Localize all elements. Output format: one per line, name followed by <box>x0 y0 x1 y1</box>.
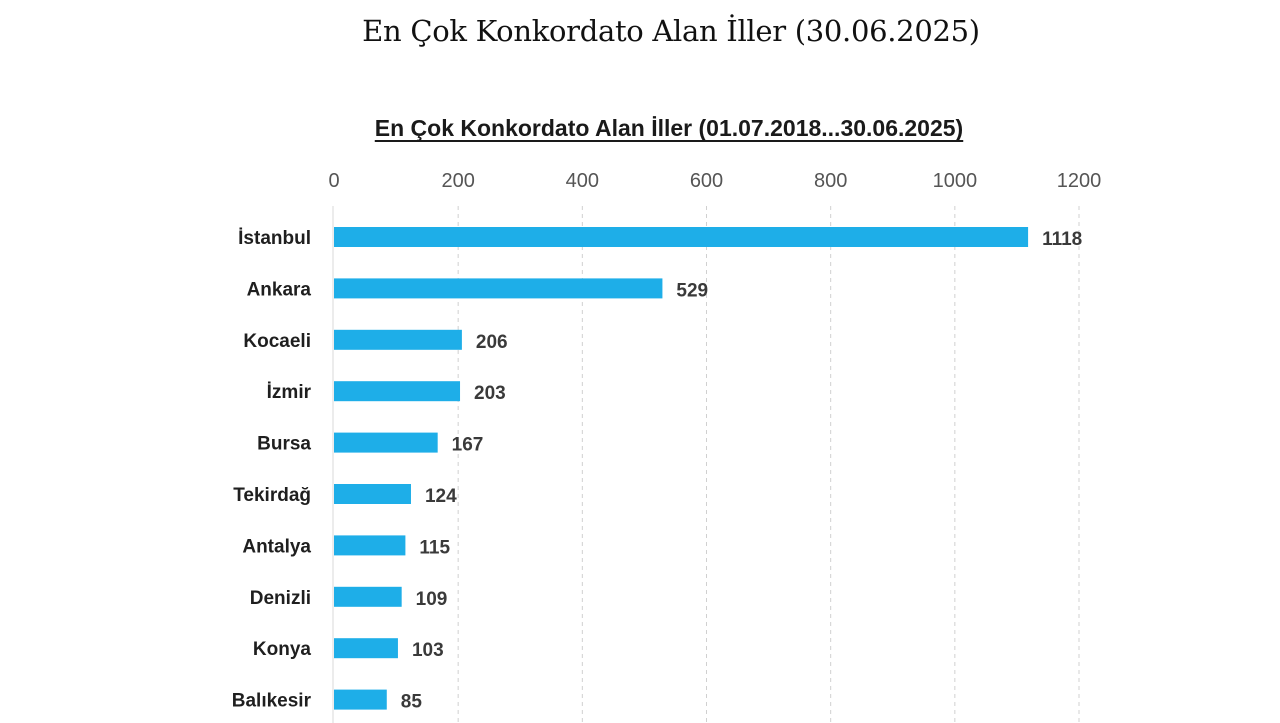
x-tick-label: 200 <box>441 170 474 192</box>
category-label: Ankara <box>247 279 312 300</box>
bars <box>334 227 1029 710</box>
bar <box>334 381 461 402</box>
bar <box>334 586 402 607</box>
grid-lines <box>457 206 1080 723</box>
category-label: İzmir <box>267 382 312 403</box>
value-label: 109 <box>416 589 448 610</box>
category-label: Konya <box>253 639 312 660</box>
x-axis-ticks: 0 200 400 600 800 1000 1200 <box>328 170 1101 192</box>
value-label: 167 <box>452 435 484 456</box>
value-label: 85 <box>401 692 423 713</box>
category-label: Bursa <box>257 434 311 455</box>
value-label: 1118 <box>1042 229 1082 250</box>
bar <box>334 535 406 556</box>
x-tick-label: 1000 <box>933 170 978 192</box>
value-labels: 1118 529 206 203 167 124 115 109 103 85 <box>401 229 1082 713</box>
chart-title: En Çok Konkordato Alan İller (01.07.2018… <box>375 115 963 141</box>
value-label: 115 <box>419 537 450 558</box>
bar <box>334 638 398 659</box>
value-label: 124 <box>425 486 457 507</box>
x-tick-label: 1200 <box>1057 170 1102 192</box>
bar <box>334 227 1029 247</box>
bar <box>334 329 462 350</box>
value-label: 203 <box>474 383 506 404</box>
bar <box>334 484 411 504</box>
category-label: Denizli <box>250 588 311 609</box>
category-label: Antalya <box>242 536 311 557</box>
category-label: İstanbul <box>238 228 311 249</box>
category-label: Balıkesir <box>232 691 312 712</box>
x-tick-label: 0 <box>328 170 339 192</box>
value-label: 103 <box>412 640 444 661</box>
page-title: En Çok Konkordato Alan İller (30.06.2025… <box>362 14 980 48</box>
category-label: Tekirdağ <box>233 485 311 506</box>
x-tick-label: 400 <box>566 170 599 192</box>
bar <box>334 689 387 710</box>
bar <box>334 278 663 299</box>
category-labels: İstanbul Ankara Kocaeli İzmir Bursa Tekirdağ A… <box>232 228 312 712</box>
value-label: 529 <box>676 280 708 301</box>
x-tick-label: 600 <box>690 170 723 192</box>
x-tick-label: 800 <box>814 170 847 192</box>
bar <box>334 432 438 453</box>
category-label: Kocaeli <box>243 331 311 352</box>
value-label: 206 <box>476 332 508 353</box>
